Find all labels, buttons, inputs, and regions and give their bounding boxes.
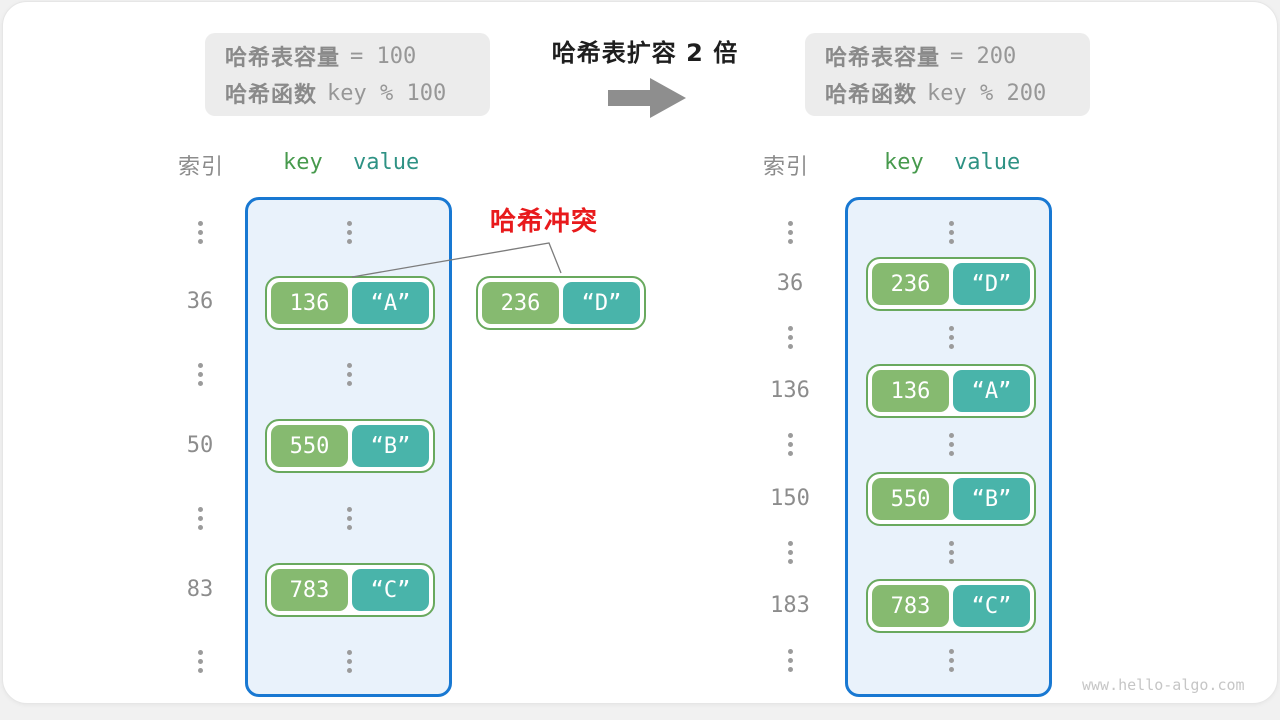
value-box: “B” (953, 478, 1030, 520)
kv-pair-550-B: 550 “B” (265, 419, 435, 473)
key-box: 783 (872, 585, 949, 627)
kv-pair-136-A: 136 “A” (265, 276, 435, 330)
expand-title: 哈希表扩容 2 倍 (551, 39, 739, 67)
capacity-label: 哈希表容量 (225, 46, 341, 71)
ellipsis-dots (758, 541, 822, 564)
watermark: www.hello-algo.com (1082, 676, 1245, 694)
kv-pair-236-D-floating: 236 “D” (476, 276, 646, 330)
ellipsis-dots (317, 221, 381, 244)
right-key-header: key (884, 150, 924, 175)
right-index-header: 索引 (763, 155, 810, 180)
key-box: 236 (872, 263, 949, 305)
ellipsis-dots (919, 541, 983, 564)
capacity-value: = 200 (950, 43, 1017, 69)
kv-pair-550-B: 550 “B” (866, 472, 1036, 526)
ellipsis-dots (919, 326, 983, 349)
right-arrow-icon (608, 78, 686, 118)
left-index-cell: 83 (186, 577, 214, 602)
ellipsis-dots (168, 221, 232, 244)
capacity-line: 哈希表容量 = 100 (225, 40, 490, 72)
left-index-cell: 36 (186, 289, 214, 314)
hash-function-label: 哈希函数 (225, 83, 318, 108)
hash-function-line: 哈希函数 key % 100 (225, 77, 490, 109)
ellipsis-dots (758, 221, 822, 244)
value-box: “B” (352, 425, 429, 467)
diagram-card (2, 1, 1278, 704)
ellipsis-dots (317, 363, 381, 386)
ellipsis-dots (168, 507, 232, 530)
capacity-box-before: 哈希表容量 = 100 哈希函数 key % 100 (205, 33, 490, 116)
value-box: “C” (953, 585, 1030, 627)
capacity-label: 哈希表容量 (825, 46, 941, 71)
capacity-line: 哈希表容量 = 200 (825, 40, 1090, 72)
right-index-cell: 36 (776, 271, 804, 296)
ellipsis-dots (919, 221, 983, 244)
key-box: 550 (271, 425, 348, 467)
value-box: “A” (953, 370, 1030, 412)
ellipsis-dots (168, 650, 232, 673)
left-index-header: 索引 (178, 155, 225, 180)
key-box: 136 (872, 370, 949, 412)
key-box: 236 (482, 282, 559, 324)
value-box: “D” (563, 282, 640, 324)
kv-pair-783-C: 783 “C” (265, 563, 435, 617)
ellipsis-dots (758, 649, 822, 672)
right-index-cell: 183 (770, 593, 810, 618)
hash-function-label: 哈希函数 (825, 83, 918, 108)
hash-function-value: key % 100 (327, 80, 447, 106)
ellipsis-dots (317, 507, 381, 530)
collision-label: 哈希冲突 (490, 207, 599, 237)
ellipsis-dots (168, 363, 232, 386)
ellipsis-dots (919, 649, 983, 672)
left-value-header: value (353, 150, 420, 175)
right-value-header: value (954, 150, 1021, 175)
key-box: 783 (271, 569, 348, 611)
capacity-value: = 100 (350, 43, 417, 69)
ellipsis-dots (758, 433, 822, 456)
ellipsis-dots (317, 650, 381, 673)
capacity-box-after: 哈希表容量 = 200 哈希函数 key % 200 (805, 33, 1090, 116)
right-index-cell: 150 (770, 486, 810, 511)
key-box: 136 (271, 282, 348, 324)
hash-function-line: 哈希函数 key % 200 (825, 77, 1090, 109)
left-key-header: key (283, 150, 323, 175)
hash-function-value: key % 200 (927, 80, 1047, 106)
value-box: “A” (352, 282, 429, 324)
ellipsis-dots (758, 326, 822, 349)
value-box: “C” (352, 569, 429, 611)
ellipsis-dots (919, 433, 983, 456)
value-box: “D” (953, 263, 1030, 305)
kv-pair-236-D: 236 “D” (866, 257, 1036, 311)
right-index-cell: 136 (770, 378, 810, 403)
key-box: 550 (872, 478, 949, 520)
left-index-cell: 50 (186, 433, 214, 458)
kv-pair-783-C: 783 “C” (866, 579, 1036, 633)
kv-pair-136-A: 136 “A” (866, 364, 1036, 418)
